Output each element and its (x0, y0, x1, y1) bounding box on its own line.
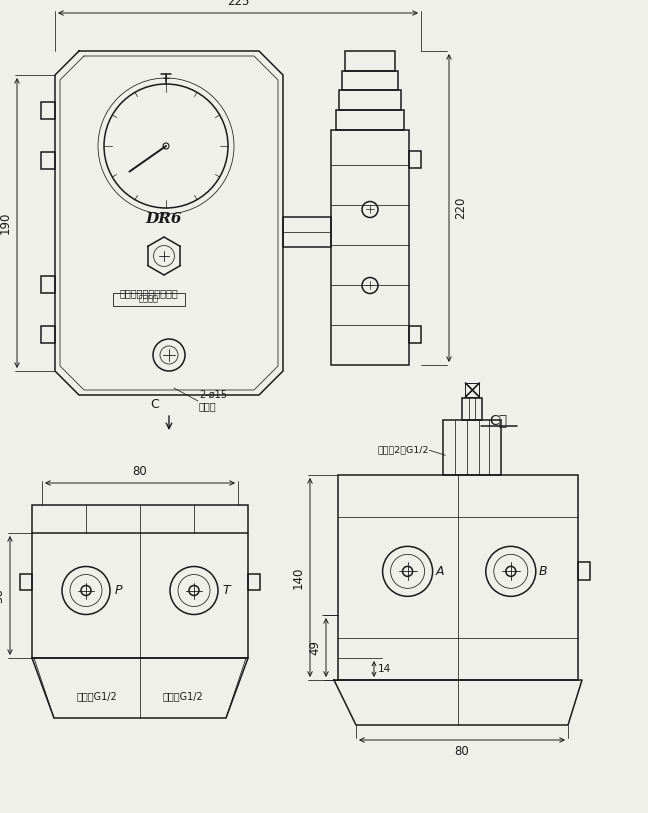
Text: A: A (435, 565, 444, 578)
Bar (20, 573, 32, 589)
Bar (465, 383, 480, 397)
Text: 190: 190 (0, 212, 12, 234)
Bar (41, 153, 55, 169)
Bar (409, 151, 421, 168)
Text: 80: 80 (455, 745, 469, 758)
Text: DR6: DR6 (146, 212, 182, 226)
Bar (463, 398, 482, 420)
Bar (331, 130, 409, 365)
Text: C: C (150, 398, 159, 411)
Text: 2-ø15: 2-ø15 (199, 390, 227, 400)
Text: 225: 225 (227, 0, 249, 8)
Text: 56: 56 (0, 588, 5, 603)
Text: C向: C向 (490, 413, 508, 427)
Bar (41, 276, 55, 293)
Bar (248, 573, 260, 589)
Bar (32, 505, 248, 658)
Bar (41, 327, 55, 344)
Text: 进油口G1/2: 进油口G1/2 (76, 691, 117, 701)
Text: 启东润滑设备有限公司: 启东润滑设备有限公司 (120, 288, 178, 298)
Text: 80: 80 (133, 465, 147, 478)
Bar (283, 217, 331, 247)
Bar (336, 111, 404, 130)
Text: B: B (538, 565, 547, 578)
Text: 出厂编号: 出厂编号 (139, 294, 159, 303)
Text: 出油口2－G1/2: 出油口2－G1/2 (378, 446, 430, 454)
Bar (409, 327, 421, 344)
Bar (338, 475, 578, 680)
Bar (41, 102, 55, 120)
Text: 140: 140 (292, 567, 305, 589)
Text: 49: 49 (308, 640, 321, 655)
Text: 14: 14 (378, 664, 391, 674)
Text: P: P (114, 584, 122, 597)
Bar (443, 420, 502, 475)
Bar (113, 293, 185, 306)
Bar (339, 90, 401, 111)
Bar (345, 51, 395, 71)
Text: 安装孔: 安装孔 (199, 401, 216, 411)
Bar (342, 71, 398, 90)
Bar (578, 563, 590, 580)
Text: T: T (222, 584, 230, 597)
Text: 220: 220 (454, 197, 467, 220)
Text: 回油口G1/2: 回油口G1/2 (163, 691, 203, 701)
